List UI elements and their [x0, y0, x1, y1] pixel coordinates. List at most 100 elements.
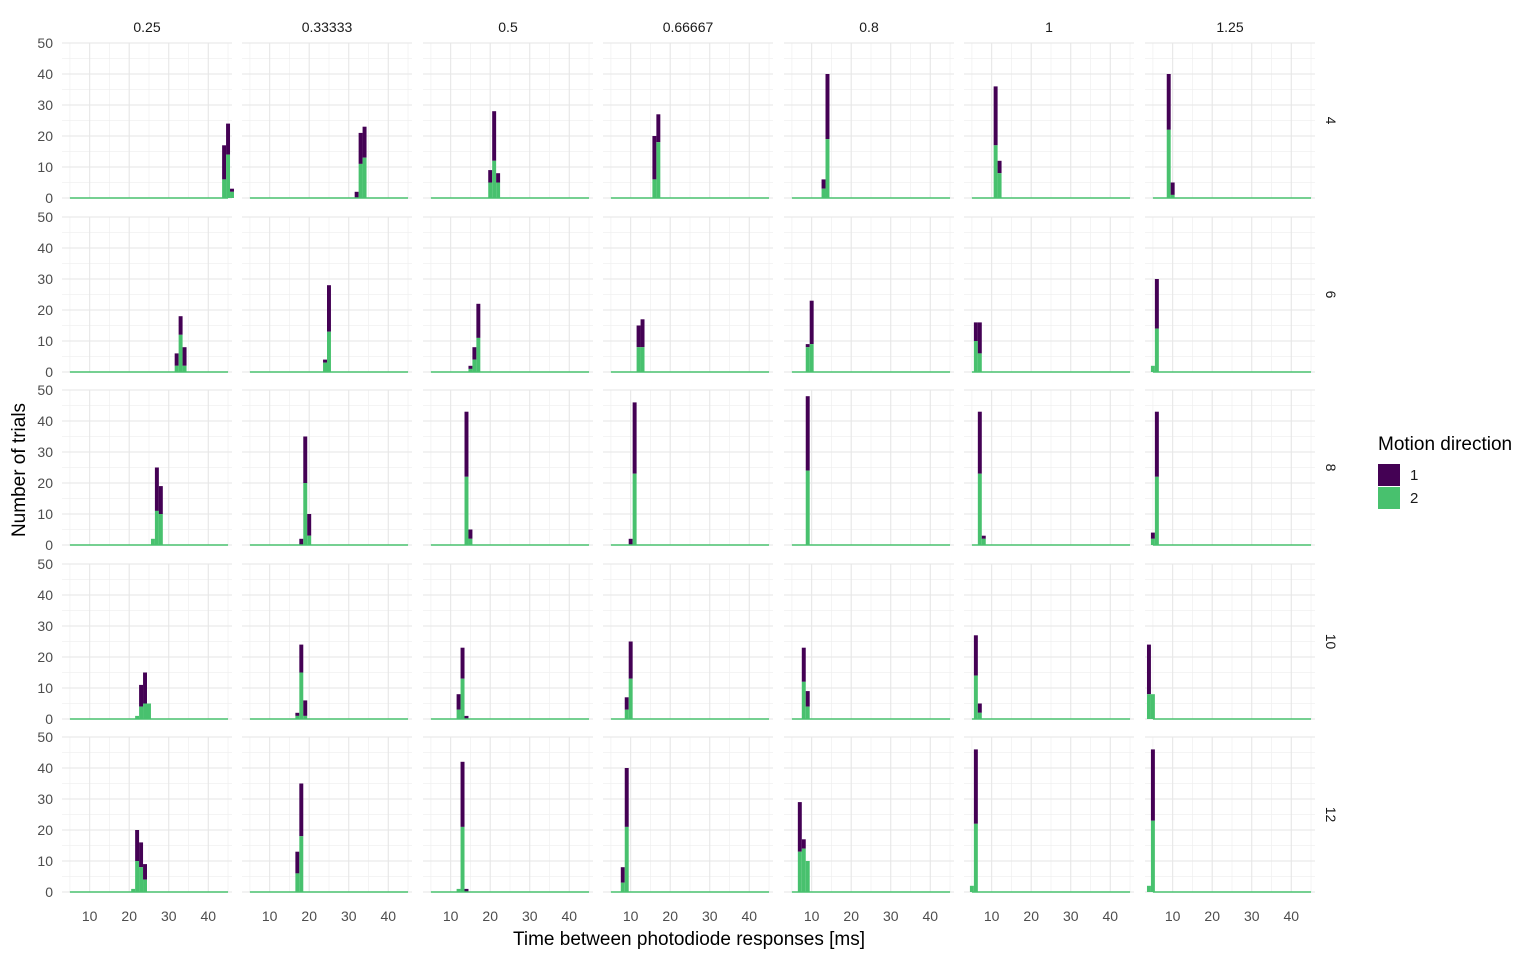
bar-direction-2 — [1166, 129, 1171, 198]
bar-direction-1 — [230, 188, 234, 192]
bar-direction-1 — [801, 647, 806, 682]
facet-panel — [1145, 42, 1315, 199]
bar-direction-1 — [805, 691, 810, 707]
facet-panel — [242, 216, 412, 373]
column-strip-label: 1.25 — [1216, 19, 1243, 35]
bar-direction-1 — [821, 179, 826, 189]
legend-swatch-2 — [1378, 487, 1400, 509]
bar-direction-1 — [323, 359, 327, 363]
facet-panel — [964, 563, 1134, 720]
x-tick-label: 30 — [702, 908, 718, 924]
column-strip-labels: 0.25 0.33333 0.5 0.66667 0.8 1 1.25 — [133, 19, 1243, 35]
x-tick-label: 20 — [843, 908, 859, 924]
bar-direction-1 — [1150, 532, 1155, 539]
bar-direction-1 — [464, 888, 469, 892]
y-tick-label: 20 — [37, 649, 53, 665]
facet-panel — [62, 389, 232, 546]
bar-direction-2 — [1146, 694, 1151, 719]
y-tick-label: 10 — [37, 333, 53, 349]
bar-direction-2 — [973, 341, 978, 372]
y-tick-label: 50 — [37, 729, 53, 745]
x-tick-label: 20 — [482, 908, 498, 924]
bar-direction-2 — [981, 538, 986, 545]
bar-direction-1 — [295, 712, 300, 716]
x-tick-label: 40 — [1283, 908, 1299, 924]
bar-direction-1 — [178, 316, 183, 335]
bar-direction-1 — [805, 344, 810, 348]
bar-direction-2 — [997, 173, 1002, 198]
bar-direction-1 — [222, 145, 227, 180]
bar-direction-1 — [299, 538, 304, 545]
facet-panel — [1145, 216, 1315, 373]
x-tick-label: 30 — [883, 908, 899, 924]
bar-direction-2 — [135, 715, 140, 719]
row-strip-labels: 4 6 8 10 12 — [1323, 117, 1339, 823]
x-tick-label: 40 — [741, 908, 757, 924]
bar-direction-2 — [636, 347, 641, 372]
x-tick-label: 40 — [200, 908, 216, 924]
x-tick-label: 40 — [380, 908, 396, 924]
bar-direction-2 — [801, 848, 806, 892]
bar-direction-1 — [135, 830, 140, 861]
bar-direction-2 — [476, 337, 481, 372]
bar-direction-1 — [981, 535, 986, 539]
bar-direction-1 — [182, 347, 187, 366]
bar-direction-2 — [303, 715, 308, 719]
bar-direction-1 — [472, 347, 477, 360]
bar-direction-1 — [624, 768, 629, 827]
facet-panel — [964, 42, 1134, 199]
x-axis-title: Time between photodiode responses [ms] — [513, 929, 865, 950]
facet-panel — [423, 736, 593, 893]
bar-direction-1 — [977, 703, 982, 713]
legend-label-1: 1 — [1410, 467, 1418, 484]
x-tick-label: 10 — [82, 908, 98, 924]
x-tick-label: 20 — [301, 908, 317, 924]
row-strip-label: 10 — [1323, 634, 1339, 650]
bar-direction-1 — [801, 839, 806, 849]
row-strip-label: 8 — [1323, 464, 1339, 472]
x-tick-labels: 10 20 30 40 10 20 30 40 10 20 30 40 10 20 30 40 10 20 30 40… — [82, 908, 1299, 924]
bar-direction-1 — [299, 644, 304, 673]
x-tick-label: 10 — [443, 908, 459, 924]
bar-direction-1 — [354, 191, 359, 198]
bar-direction-1 — [362, 126, 367, 158]
bar-direction-1 — [797, 802, 802, 852]
bar-direction-2 — [797, 851, 802, 892]
bar-direction-2 — [307, 535, 312, 545]
y-tick-label: 10 — [37, 159, 53, 175]
bar-direction-1 — [652, 136, 657, 180]
x-tick-label: 10 — [804, 908, 820, 924]
y-tick-label: 40 — [37, 760, 53, 776]
facet-panel — [423, 42, 593, 199]
bar-direction-2 — [139, 706, 144, 719]
bar-direction-2 — [805, 470, 810, 545]
bar-direction-1 — [468, 529, 473, 539]
legend-swatch-1 — [1378, 464, 1400, 486]
row-strip-label: 12 — [1323, 807, 1339, 823]
bar-direction-1 — [805, 396, 810, 471]
bar-direction-2 — [178, 334, 183, 372]
bar-direction-1 — [492, 111, 497, 161]
x-tick-label: 20 — [1204, 908, 1220, 924]
bar-direction-2 — [969, 885, 974, 892]
facet-panel — [423, 389, 593, 546]
column-strip-label: 0.5 — [498, 19, 518, 35]
y-tick-label: 0 — [45, 711, 53, 727]
bar-direction-2 — [143, 879, 147, 892]
bar-direction-2 — [303, 483, 308, 545]
y-tick-labels: 0 10 20 30 40 50 0 10 20 30 40 50 0 10 20 30 40 50 0 10 20 30… — [37, 35, 53, 900]
facet-panel — [964, 736, 1134, 893]
x-tick-label: 40 — [1102, 908, 1118, 924]
column-strip-label: 0.66667 — [663, 19, 714, 35]
y-tick-label: 30 — [37, 618, 53, 634]
y-tick-label: 20 — [37, 822, 53, 838]
x-tick-label: 30 — [1244, 908, 1260, 924]
bar-direction-2 — [825, 139, 830, 198]
x-tick-label: 10 — [1165, 908, 1181, 924]
bar-direction-2 — [150, 538, 155, 545]
bar-direction-2 — [299, 672, 304, 719]
facet-panel — [242, 736, 412, 893]
bar-direction-1 — [174, 353, 179, 366]
bar-direction-1 — [620, 867, 625, 883]
bar-direction-2 — [158, 514, 163, 545]
